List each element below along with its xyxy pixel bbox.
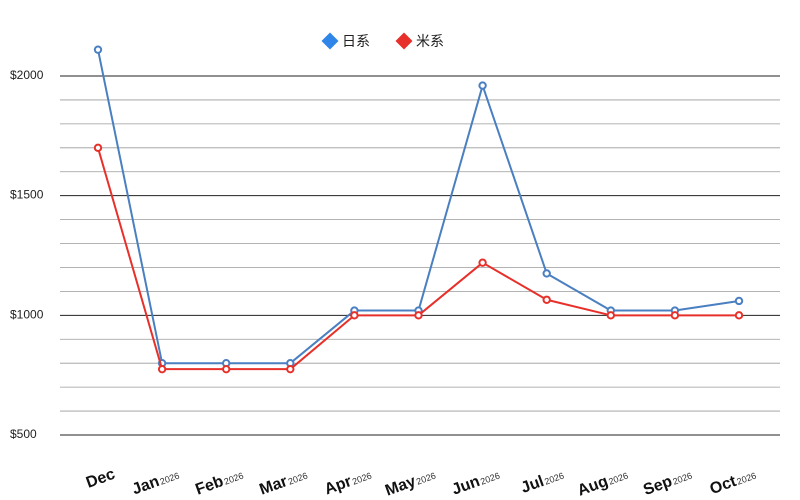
x-tick-month-text: Jul (519, 473, 547, 497)
x-tick-month-text: Feb (193, 473, 226, 499)
x-tick-month-text: Jan (130, 473, 162, 498)
x-tick-month-text: Oct (708, 473, 740, 498)
series-group (93, 45, 744, 374)
x-tick-month-text: Mar (257, 473, 290, 499)
x-tick-month: May2026 (383, 466, 438, 500)
y-tick-label: $1000 (10, 307, 44, 321)
x-tick-month: Mar2026 (257, 466, 309, 499)
series-1 (93, 143, 744, 374)
x-tick-year: 2026 (287, 470, 309, 486)
x-tick-year: 2026 (159, 470, 181, 486)
x-tick-label: Oct2026 (708, 466, 759, 498)
data-point (606, 311, 615, 320)
data-point (350, 311, 359, 320)
y-tick-label: $1500 (10, 188, 44, 202)
x-tick-month: Dec (84, 466, 117, 492)
x-tick-month: Oct2026 (708, 466, 759, 498)
x-tick-year: 2026 (223, 470, 245, 486)
data-point (93, 45, 103, 54)
y-axis-ticks: $500 $1000 $1500 $2000 (10, 68, 44, 441)
x-tick-month: Jan2026 (130, 466, 181, 499)
data-point (93, 143, 103, 153)
data-point (734, 311, 744, 320)
legend-label: 日系 (342, 34, 370, 50)
data-point (286, 364, 295, 374)
legend-marker (321, 32, 339, 50)
x-tick-month-text: Apr (322, 473, 354, 498)
data-point (222, 364, 231, 374)
x-tick-label: Apr2026 (322, 466, 373, 499)
data-point (478, 258, 487, 267)
x-tick-month: Sep2026 (641, 466, 694, 499)
legend-label: 米系 (416, 34, 444, 50)
series-line (97, 147, 739, 371)
x-tick-year: 2026 (735, 470, 757, 486)
x-tick-label: Dec (84, 466, 117, 492)
x-tick-month: Apr2026 (322, 466, 373, 499)
x-tick-label: Sep2026 (641, 466, 694, 499)
x-tick-label: Feb2026 (193, 466, 245, 499)
x-axis-ticks: Dec Jan2026 Feb2026 Mar2026 Apr2026 May2026 Ju… (84, 466, 758, 500)
y-tick-label: $2000 (10, 68, 44, 82)
x-tick-year: 2026 (479, 470, 501, 486)
x-tick-month-text: Sep (641, 473, 675, 499)
x-tick-month-text: Dec (84, 466, 117, 492)
x-tick-label: Jul2026 (519, 466, 566, 497)
x-tick-year: 2026 (415, 470, 437, 486)
x-tick-year: 2026 (607, 470, 629, 486)
x-tick-month: Jun2026 (450, 466, 502, 499)
data-point (542, 269, 551, 278)
x-tick-month: Jul2026 (519, 466, 566, 497)
x-tick-month-text: Aug (575, 473, 610, 500)
x-tick-label: Aug2026 (575, 466, 630, 500)
legend-marker (395, 32, 413, 50)
x-tick-year: 2026 (351, 470, 373, 486)
legend: 日系 米系 (321, 32, 444, 50)
x-tick-label: Mar2026 (257, 466, 309, 499)
data-point (734, 296, 744, 306)
x-tick-month-text: May (383, 473, 418, 500)
data-point (414, 311, 423, 320)
y-tick-label: $500 (10, 427, 37, 441)
x-tick-label: May2026 (383, 466, 438, 500)
data-point (157, 364, 167, 374)
data-point (478, 81, 487, 90)
x-tick-month-text: Jun (450, 473, 483, 499)
gridlines (60, 75, 780, 436)
data-point (670, 311, 680, 320)
x-tick-year: 2026 (543, 470, 565, 486)
x-tick-label: Jan2026 (130, 466, 181, 499)
data-point (542, 295, 551, 304)
x-tick-label: Jun2026 (450, 466, 502, 499)
x-tick-year: 2026 (671, 470, 693, 486)
x-tick-month: Aug2026 (575, 466, 630, 500)
x-tick-month: Feb2026 (193, 466, 245, 499)
